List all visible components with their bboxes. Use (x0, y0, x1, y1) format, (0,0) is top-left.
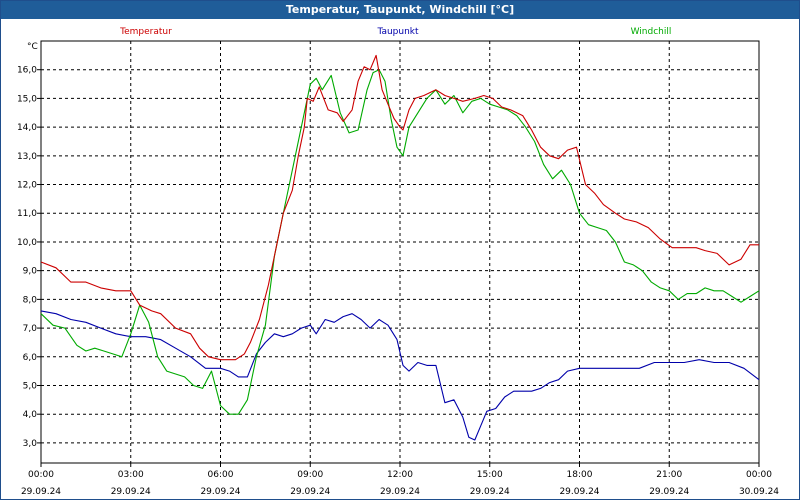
legend-taupunkt: Taupunkt (376, 27, 419, 37)
y-tick-label: 15,0 (17, 94, 37, 104)
x-tick-date-label: 29.09.24 (21, 487, 61, 497)
legend-windchill: Windchill (631, 27, 672, 37)
window-title: Temperatur, Taupunkt, Windchill [°C] (1, 1, 799, 19)
x-tick-date-label: 29.09.24 (111, 487, 151, 497)
y-tick-label: 12,0 (17, 181, 37, 191)
series-line-temperatur (40, 54, 759, 361)
x-tick-time-label: 15:00 (477, 470, 503, 480)
legend-temperatur: Temperatur (119, 27, 172, 37)
y-tick-label: 8,0 (23, 295, 38, 305)
y-tick-label: 4,0 (23, 410, 38, 420)
x-tick-time-label: 18:00 (567, 470, 593, 480)
y-tick-label: 9,0 (23, 267, 38, 277)
x-tick-time-label: 00:00 (746, 470, 772, 480)
x-tick-date-label: 29.09.24 (649, 487, 689, 497)
x-tick-time-label: 00:00 (28, 470, 54, 480)
x-tick-date-label: 29.09.24 (380, 487, 420, 497)
x-tick-time-label: 03:00 (118, 470, 144, 480)
series-line-taupunkt (40, 310, 760, 441)
x-tick-date-label: 29.09.24 (290, 487, 330, 497)
x-tick-date-label: 29.09.24 (559, 487, 599, 497)
y-tick-label: 6,0 (23, 353, 38, 363)
x-tick-time-label: 09:00 (297, 470, 323, 480)
y-tick-label: 16,0 (17, 66, 37, 76)
x-tick-time-label: 21:00 (656, 470, 682, 480)
y-tick-label: 3,0 (23, 439, 38, 449)
x-tick-date-label: 29.09.24 (200, 487, 240, 497)
y-tick-label: 14,0 (17, 123, 37, 133)
y-axis-label: °C (27, 42, 38, 52)
y-tick-label: 7,0 (23, 324, 38, 334)
y-tick-label: 13,0 (17, 152, 37, 162)
series-line-windchill (40, 69, 760, 415)
x-tick-date-label: 29.09.24 (470, 487, 510, 497)
x-tick-time-label: 06:00 (208, 470, 234, 480)
y-tick-label: 11,0 (17, 209, 37, 219)
y-tick-label: 5,0 (23, 381, 38, 391)
x-tick-time-label: 12:00 (387, 470, 413, 480)
y-tick-label: 10,0 (17, 238, 37, 248)
x-tick-date-label: 30.09.24 (739, 487, 779, 497)
